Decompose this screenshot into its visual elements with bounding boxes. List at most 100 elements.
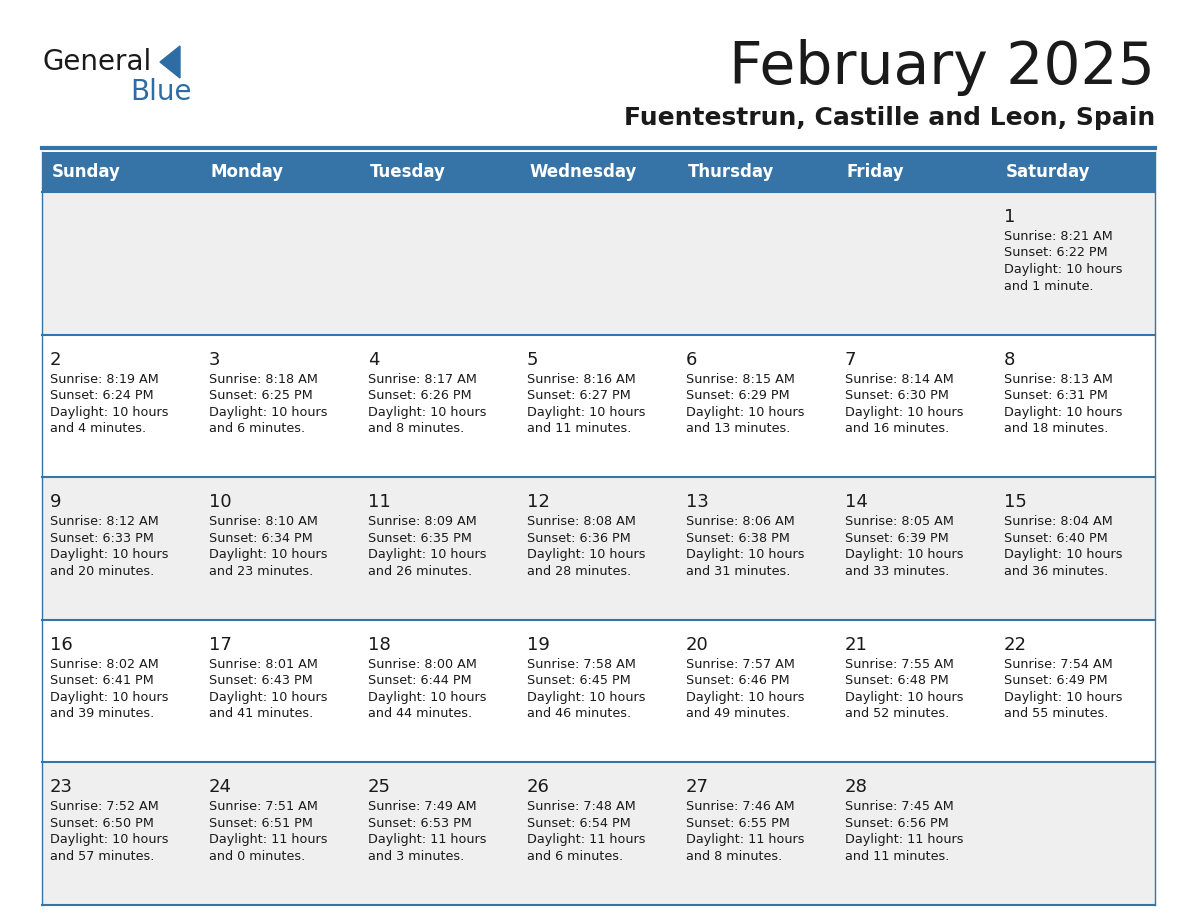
- Text: Sunrise: 7:51 AM
Sunset: 6:51 PM
Daylight: 11 hours
and 0 minutes.: Sunrise: 7:51 AM Sunset: 6:51 PM Dayligh…: [209, 800, 328, 863]
- Bar: [360, 763, 519, 905]
- Text: Sunrise: 8:17 AM
Sunset: 6:26 PM
Daylight: 10 hours
and 8 minutes.: Sunrise: 8:17 AM Sunset: 6:26 PM Dayligh…: [368, 373, 487, 435]
- Bar: [838, 334, 996, 477]
- Text: 21: 21: [845, 636, 868, 654]
- Bar: [201, 192, 360, 334]
- Text: February 2025: February 2025: [729, 39, 1155, 96]
- Bar: [678, 477, 838, 620]
- Text: Saturday: Saturday: [1006, 163, 1091, 181]
- Bar: [360, 334, 519, 477]
- Text: 28: 28: [845, 778, 868, 797]
- Bar: [42, 152, 201, 192]
- Text: Sunrise: 8:10 AM
Sunset: 6:34 PM
Daylight: 10 hours
and 23 minutes.: Sunrise: 8:10 AM Sunset: 6:34 PM Dayligh…: [209, 515, 328, 577]
- Bar: [519, 192, 678, 334]
- Bar: [519, 477, 678, 620]
- Text: Sunrise: 7:52 AM
Sunset: 6:50 PM
Daylight: 10 hours
and 57 minutes.: Sunrise: 7:52 AM Sunset: 6:50 PM Dayligh…: [50, 800, 169, 863]
- Bar: [678, 763, 838, 905]
- Bar: [678, 334, 838, 477]
- Text: 1: 1: [1004, 208, 1016, 226]
- Text: 20: 20: [685, 636, 709, 654]
- Text: Sunrise: 8:05 AM
Sunset: 6:39 PM
Daylight: 10 hours
and 33 minutes.: Sunrise: 8:05 AM Sunset: 6:39 PM Dayligh…: [845, 515, 963, 577]
- Text: Friday: Friday: [847, 163, 904, 181]
- Text: 7: 7: [845, 351, 857, 369]
- Text: 13: 13: [685, 493, 709, 511]
- Bar: [838, 152, 996, 192]
- Bar: [519, 620, 678, 763]
- Bar: [519, 152, 678, 192]
- Bar: [838, 477, 996, 620]
- Text: 4: 4: [368, 351, 379, 369]
- Text: 16: 16: [50, 636, 72, 654]
- Text: Sunrise: 8:08 AM
Sunset: 6:36 PM
Daylight: 10 hours
and 28 minutes.: Sunrise: 8:08 AM Sunset: 6:36 PM Dayligh…: [527, 515, 645, 577]
- Bar: [360, 192, 519, 334]
- Bar: [201, 477, 360, 620]
- Text: Sunrise: 7:45 AM
Sunset: 6:56 PM
Daylight: 11 hours
and 11 minutes.: Sunrise: 7:45 AM Sunset: 6:56 PM Dayligh…: [845, 800, 963, 863]
- Text: Thursday: Thursday: [688, 163, 775, 181]
- Text: Sunrise: 7:54 AM
Sunset: 6:49 PM
Daylight: 10 hours
and 55 minutes.: Sunrise: 7:54 AM Sunset: 6:49 PM Dayligh…: [1004, 658, 1123, 721]
- Bar: [996, 192, 1155, 334]
- Bar: [42, 763, 201, 905]
- Text: Sunrise: 8:09 AM
Sunset: 6:35 PM
Daylight: 10 hours
and 26 minutes.: Sunrise: 8:09 AM Sunset: 6:35 PM Dayligh…: [368, 515, 487, 577]
- Text: 26: 26: [527, 778, 550, 797]
- Text: Sunrise: 8:06 AM
Sunset: 6:38 PM
Daylight: 10 hours
and 31 minutes.: Sunrise: 8:06 AM Sunset: 6:38 PM Dayligh…: [685, 515, 804, 577]
- Text: Sunrise: 8:15 AM
Sunset: 6:29 PM
Daylight: 10 hours
and 13 minutes.: Sunrise: 8:15 AM Sunset: 6:29 PM Dayligh…: [685, 373, 804, 435]
- Bar: [201, 152, 360, 192]
- Text: 25: 25: [368, 778, 391, 797]
- Text: Sunrise: 8:04 AM
Sunset: 6:40 PM
Daylight: 10 hours
and 36 minutes.: Sunrise: 8:04 AM Sunset: 6:40 PM Dayligh…: [1004, 515, 1123, 577]
- Text: Tuesday: Tuesday: [369, 163, 446, 181]
- Bar: [996, 763, 1155, 905]
- Text: Blue: Blue: [129, 78, 191, 106]
- Text: Sunrise: 8:18 AM
Sunset: 6:25 PM
Daylight: 10 hours
and 6 minutes.: Sunrise: 8:18 AM Sunset: 6:25 PM Dayligh…: [209, 373, 328, 435]
- Bar: [519, 763, 678, 905]
- Text: Sunrise: 7:48 AM
Sunset: 6:54 PM
Daylight: 11 hours
and 6 minutes.: Sunrise: 7:48 AM Sunset: 6:54 PM Dayligh…: [527, 800, 645, 863]
- Bar: [42, 334, 201, 477]
- Bar: [360, 152, 519, 192]
- Text: 6: 6: [685, 351, 697, 369]
- Bar: [201, 763, 360, 905]
- Text: 11: 11: [368, 493, 391, 511]
- Text: Sunrise: 7:46 AM
Sunset: 6:55 PM
Daylight: 11 hours
and 8 minutes.: Sunrise: 7:46 AM Sunset: 6:55 PM Dayligh…: [685, 800, 804, 863]
- Bar: [996, 620, 1155, 763]
- Text: 22: 22: [1004, 636, 1026, 654]
- Text: Sunrise: 7:57 AM
Sunset: 6:46 PM
Daylight: 10 hours
and 49 minutes.: Sunrise: 7:57 AM Sunset: 6:46 PM Dayligh…: [685, 658, 804, 721]
- Text: Sunrise: 8:21 AM
Sunset: 6:22 PM
Daylight: 10 hours
and 1 minute.: Sunrise: 8:21 AM Sunset: 6:22 PM Dayligh…: [1004, 230, 1123, 293]
- Text: 10: 10: [209, 493, 232, 511]
- Bar: [838, 763, 996, 905]
- Text: 23: 23: [50, 778, 72, 797]
- Text: 3: 3: [209, 351, 221, 369]
- Text: Sunrise: 8:19 AM
Sunset: 6:24 PM
Daylight: 10 hours
and 4 minutes.: Sunrise: 8:19 AM Sunset: 6:24 PM Dayligh…: [50, 373, 169, 435]
- Text: Sunrise: 7:49 AM
Sunset: 6:53 PM
Daylight: 11 hours
and 3 minutes.: Sunrise: 7:49 AM Sunset: 6:53 PM Dayligh…: [368, 800, 487, 863]
- Text: Sunrise: 8:14 AM
Sunset: 6:30 PM
Daylight: 10 hours
and 16 minutes.: Sunrise: 8:14 AM Sunset: 6:30 PM Dayligh…: [845, 373, 963, 435]
- Text: Sunrise: 8:16 AM
Sunset: 6:27 PM
Daylight: 10 hours
and 11 minutes.: Sunrise: 8:16 AM Sunset: 6:27 PM Dayligh…: [527, 373, 645, 435]
- Text: 8: 8: [1004, 351, 1016, 369]
- Text: 19: 19: [527, 636, 550, 654]
- Text: General: General: [42, 48, 151, 76]
- Text: 24: 24: [209, 778, 232, 797]
- Bar: [201, 334, 360, 477]
- Text: Sunrise: 8:13 AM
Sunset: 6:31 PM
Daylight: 10 hours
and 18 minutes.: Sunrise: 8:13 AM Sunset: 6:31 PM Dayligh…: [1004, 373, 1123, 435]
- Bar: [678, 152, 838, 192]
- Bar: [996, 477, 1155, 620]
- Text: 27: 27: [685, 778, 709, 797]
- Bar: [519, 334, 678, 477]
- Text: Sunrise: 8:12 AM
Sunset: 6:33 PM
Daylight: 10 hours
and 20 minutes.: Sunrise: 8:12 AM Sunset: 6:33 PM Dayligh…: [50, 515, 169, 577]
- Text: 2: 2: [50, 351, 62, 369]
- Bar: [42, 477, 201, 620]
- Text: 18: 18: [368, 636, 391, 654]
- Text: Sunrise: 7:55 AM
Sunset: 6:48 PM
Daylight: 10 hours
and 52 minutes.: Sunrise: 7:55 AM Sunset: 6:48 PM Dayligh…: [845, 658, 963, 721]
- Bar: [360, 477, 519, 620]
- Text: 9: 9: [50, 493, 62, 511]
- Text: 12: 12: [527, 493, 550, 511]
- Bar: [996, 334, 1155, 477]
- Text: Sunrise: 8:02 AM
Sunset: 6:41 PM
Daylight: 10 hours
and 39 minutes.: Sunrise: 8:02 AM Sunset: 6:41 PM Dayligh…: [50, 658, 169, 721]
- Text: Sunrise: 7:58 AM
Sunset: 6:45 PM
Daylight: 10 hours
and 46 minutes.: Sunrise: 7:58 AM Sunset: 6:45 PM Dayligh…: [527, 658, 645, 721]
- Text: Monday: Monday: [211, 163, 284, 181]
- Text: 15: 15: [1004, 493, 1026, 511]
- Text: Sunday: Sunday: [52, 163, 121, 181]
- Bar: [360, 620, 519, 763]
- Bar: [838, 620, 996, 763]
- Bar: [42, 192, 201, 334]
- Bar: [838, 192, 996, 334]
- Text: Sunrise: 8:01 AM
Sunset: 6:43 PM
Daylight: 10 hours
and 41 minutes.: Sunrise: 8:01 AM Sunset: 6:43 PM Dayligh…: [209, 658, 328, 721]
- Text: 17: 17: [209, 636, 232, 654]
- Text: Sunrise: 8:00 AM
Sunset: 6:44 PM
Daylight: 10 hours
and 44 minutes.: Sunrise: 8:00 AM Sunset: 6:44 PM Dayligh…: [368, 658, 487, 721]
